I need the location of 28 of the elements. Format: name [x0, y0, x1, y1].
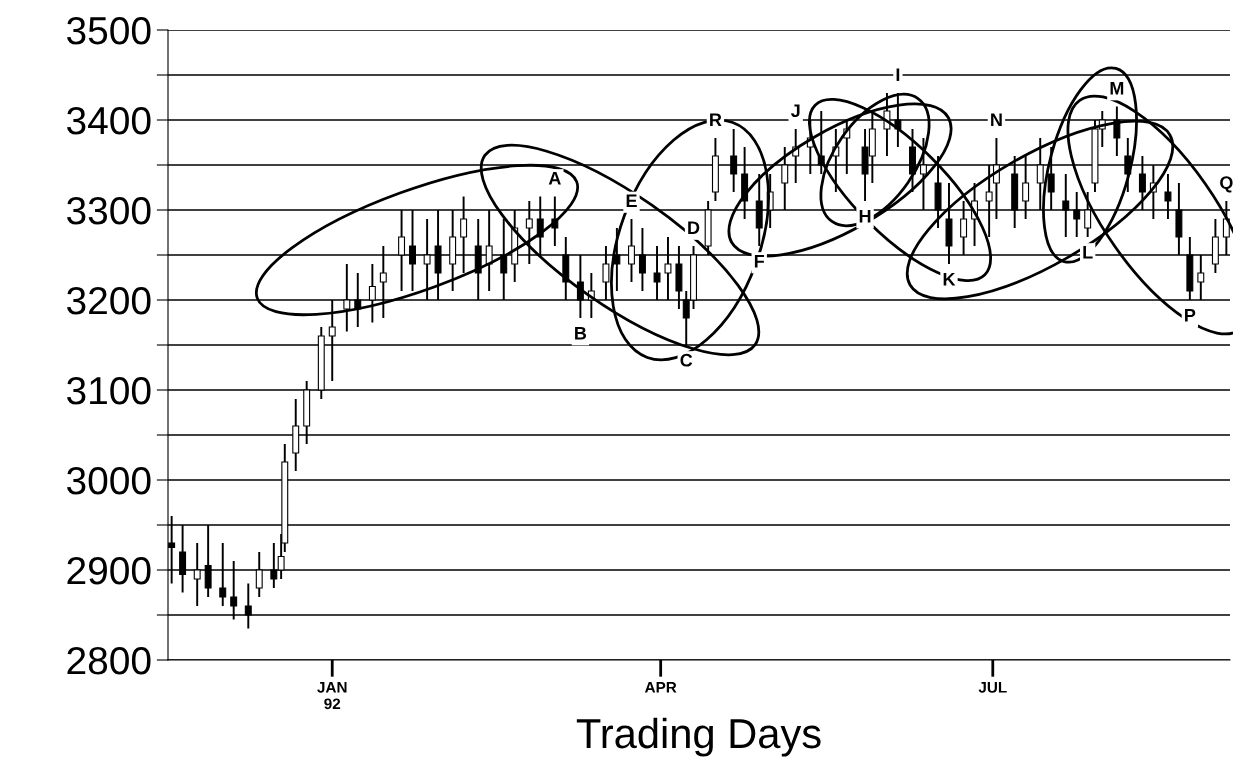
y-tick-label: 3100 — [67, 376, 151, 405]
annotation: B — [575, 327, 587, 340]
annotation: R — [710, 113, 722, 126]
annotation: C — [680, 353, 693, 367]
annotation: D — [688, 221, 700, 234]
y-tick-label: 3300 — [67, 196, 151, 225]
annotation: A — [548, 172, 561, 185]
y-tick-label: 3200 — [67, 286, 151, 315]
y-tick-label: 2800 — [67, 646, 151, 675]
y-tick-label: 2900 — [67, 556, 151, 585]
annotation: M — [1110, 82, 1124, 95]
annotation: E — [626, 194, 637, 207]
x-tick-label: APR — [644, 682, 677, 693]
annotation: K — [943, 273, 956, 286]
annotation: N — [991, 113, 1002, 126]
annotation: I — [896, 68, 900, 81]
y-tick-label: 3400 — [67, 106, 151, 135]
x-tick-label: JAN 92 — [317, 682, 347, 710]
y-tick-label: 3000 — [67, 466, 151, 495]
annotation: L — [1083, 246, 1093, 259]
annotation: J — [790, 104, 800, 118]
x-axis-title: Trading Days — [576, 717, 821, 757]
x-tick-label: JUL — [978, 682, 1007, 693]
y-tick-label: 3500 — [67, 16, 151, 45]
annotation: F — [754, 255, 765, 268]
annotation: Q — [1220, 176, 1233, 193]
annotation: H — [859, 210, 871, 223]
annotation: P — [1185, 309, 1196, 322]
